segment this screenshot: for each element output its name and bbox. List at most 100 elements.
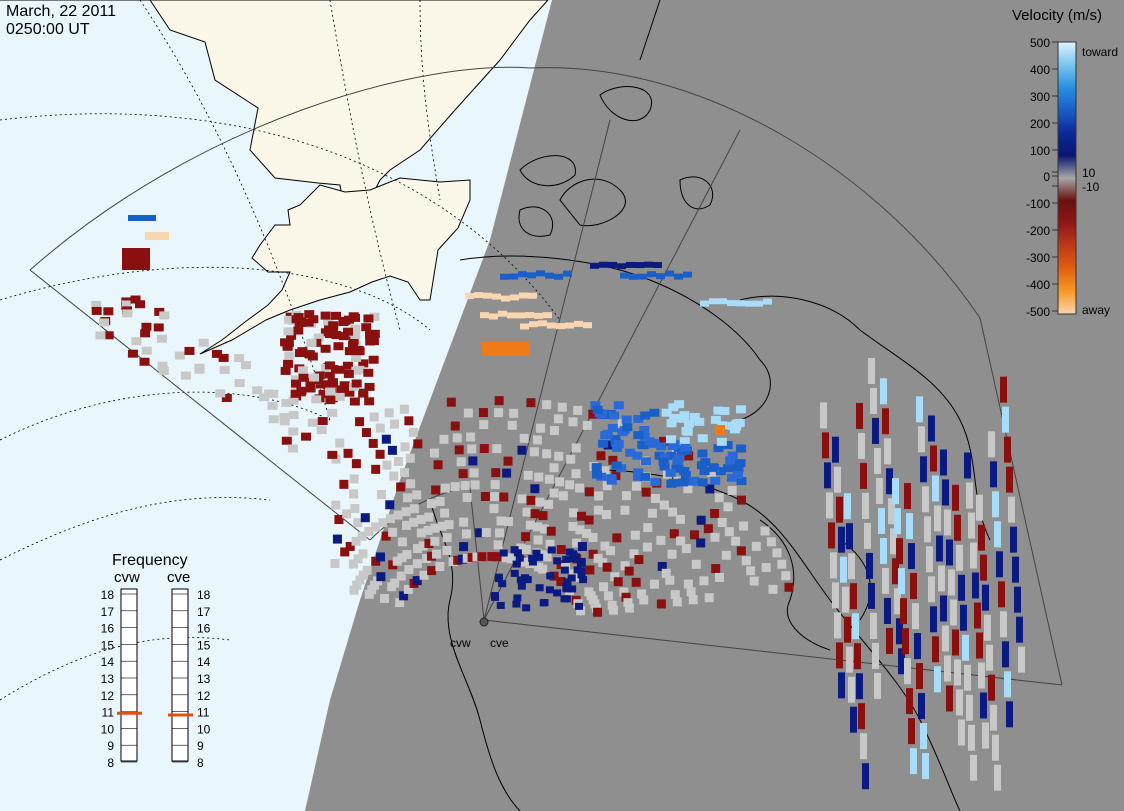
backscatter-cell (535, 584, 544, 592)
backscatter-cell (351, 366, 362, 375)
backscatter-cell (976, 494, 983, 521)
backscatter-cell (602, 510, 612, 520)
backscatter-cell (402, 549, 412, 559)
backscatter-cell (103, 331, 114, 340)
backscatter-cell (563, 585, 572, 593)
backscatter-cell (463, 408, 473, 418)
backscatter-cell (305, 384, 316, 393)
backscatter-cell (656, 599, 666, 609)
backscatter-cell (656, 442, 667, 451)
backscatter-cell (406, 479, 416, 489)
backscatter-cell (460, 481, 470, 491)
backscatter-cell (345, 541, 355, 551)
backscatter-cell (482, 342, 490, 356)
backscatter-cell (938, 565, 945, 592)
backscatter-cell (553, 557, 562, 565)
backscatter-cell (860, 462, 867, 489)
backscatter-cell (856, 673, 863, 700)
backscatter-cell (908, 718, 915, 745)
backscatter-cell (327, 408, 338, 417)
velocity-tick-label: -100 (1026, 197, 1050, 211)
backscatter-cell (397, 553, 407, 563)
backscatter-cell (379, 593, 389, 603)
backscatter-cell (1000, 376, 1007, 403)
backscatter-cell (127, 349, 138, 358)
backscatter-cell (607, 423, 618, 432)
backscatter-cell (1016, 616, 1023, 643)
backscatter-cell (349, 397, 360, 406)
frequency-tick-label-left: 18 (101, 588, 115, 602)
backscatter-cell (583, 322, 592, 329)
backscatter-cell (401, 507, 411, 517)
backscatter-cell (340, 547, 350, 557)
backscatter-cell (954, 659, 961, 686)
backscatter-cell (976, 632, 983, 659)
backscatter-cell (566, 454, 576, 464)
backscatter-cell (569, 550, 578, 558)
backscatter-cell (600, 541, 610, 551)
backscatter-cell (602, 481, 612, 491)
backscatter-cell (323, 380, 334, 389)
backscatter-cell (577, 571, 586, 579)
backscatter-cell (139, 357, 150, 366)
backscatter-cell (894, 588, 901, 615)
backscatter-cell (600, 466, 610, 476)
backscatter-cell (516, 312, 525, 319)
backscatter-cell (353, 554, 363, 564)
backscatter-cell (435, 561, 445, 571)
backscatter-cell (517, 494, 527, 504)
backscatter-cell (392, 556, 402, 566)
backscatter-cell (676, 536, 686, 546)
backscatter-cell (684, 451, 694, 461)
backscatter-cell (556, 323, 565, 330)
frequency-tick-label-left: 13 (101, 672, 115, 686)
backscatter-cell (513, 549, 522, 557)
backscatter-cell (906, 688, 913, 715)
backscatter-cell (532, 549, 541, 557)
backscatter-cell (489, 313, 498, 320)
backscatter-cell (280, 366, 291, 375)
backscatter-cell (1010, 526, 1017, 553)
backscatter-cell (964, 664, 971, 691)
backscatter-cell (714, 493, 724, 503)
backscatter-cell (318, 390, 329, 399)
backscatter-cell (343, 369, 354, 378)
backscatter-cell (529, 447, 539, 457)
backscatter-cell (858, 432, 865, 459)
backscatter-cell (665, 270, 674, 277)
backscatter-cell (598, 558, 608, 568)
backscatter-cell (736, 300, 745, 307)
backscatter-cell (440, 483, 450, 493)
backscatter-cell (510, 569, 519, 577)
backscatter-cell (553, 589, 562, 597)
backscatter-cell (534, 472, 544, 482)
backscatter-cell (672, 457, 683, 466)
backscatter-cell (413, 544, 423, 554)
backscatter-cell (966, 482, 973, 509)
backscatter-cell (364, 589, 374, 599)
backscatter-cell (978, 524, 985, 551)
backscatter-cell (632, 451, 643, 460)
backscatter-cell (914, 633, 921, 660)
backscatter-cell (405, 453, 415, 463)
backscatter-cell (419, 570, 429, 580)
backscatter-cell (353, 518, 363, 528)
backscatter-cell (502, 553, 512, 563)
backscatter-cell (348, 559, 358, 569)
backscatter-cell (689, 413, 700, 422)
backscatter-cell (874, 672, 881, 699)
backscatter-cell (450, 482, 460, 492)
backscatter-cell (252, 386, 263, 395)
backscatter-cell (600, 431, 611, 440)
backscatter-cell (327, 450, 338, 459)
backscatter-cell (521, 574, 530, 582)
backscatter-cell (360, 513, 370, 523)
backscatter-cell (554, 451, 564, 461)
backscatter-cell (467, 553, 477, 563)
backscatter-cell (607, 600, 617, 610)
backscatter-cell (666, 419, 677, 428)
backscatter-cell (834, 612, 841, 639)
backscatter-cell (500, 273, 509, 280)
backscatter-cell (399, 591, 409, 601)
backscatter-cell (412, 490, 422, 500)
